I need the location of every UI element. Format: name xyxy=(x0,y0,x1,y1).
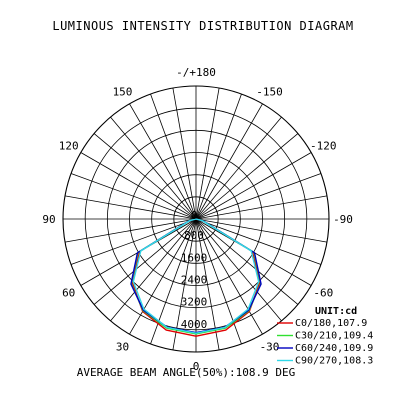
grid-spoke xyxy=(195,218,220,351)
angle-tick-label: -60 xyxy=(313,287,333,300)
radial-tick-label: 2400 xyxy=(181,274,208,287)
series-layer xyxy=(130,218,262,337)
chart-title: LUMINOUS INTENSITY DISTRIBUTION DIAGRAM xyxy=(52,19,353,33)
unit-label: UNIT:cd xyxy=(315,306,357,317)
angle-tick-label: 30 xyxy=(116,340,129,353)
grid-spoke xyxy=(80,152,197,220)
footer-text: AVERAGE BEAM ANGLE(50%):108.9 DEG xyxy=(77,366,296,379)
series-curve xyxy=(132,218,260,334)
grid-spoke xyxy=(195,195,328,220)
grid-spoke xyxy=(64,195,197,220)
grid-spoke xyxy=(195,93,242,220)
grid-spoke xyxy=(110,218,197,322)
grid-spoke xyxy=(195,218,322,265)
grid-spoke xyxy=(150,93,197,220)
grid-spoke xyxy=(70,173,197,220)
angle-tick-label: 0 xyxy=(193,360,200,373)
grid-spoke xyxy=(195,116,282,220)
grid-spoke xyxy=(195,173,322,220)
angle-tick-label: -/+180 xyxy=(176,66,216,79)
grid-spoke xyxy=(195,152,312,220)
grid-spoke xyxy=(195,133,299,220)
grid-spoke xyxy=(93,133,197,220)
grid-spoke xyxy=(172,218,197,351)
legend-label: C30/210,109.4 xyxy=(295,331,373,342)
legend-label: C90/270,108.3 xyxy=(295,356,373,367)
angle-tick-label: 60 xyxy=(62,287,75,300)
angle-tick-label: 120 xyxy=(59,140,79,153)
grid-spoke xyxy=(195,87,220,220)
angle-tick-label: 150 xyxy=(113,86,133,99)
angle-tick-label: -120 xyxy=(310,140,337,153)
grid-spoke xyxy=(195,218,299,305)
polar-grid xyxy=(62,85,330,353)
legend-label: C0/180,107.9 xyxy=(295,318,367,329)
grid-spoke xyxy=(93,218,197,305)
grid-spoke xyxy=(129,103,197,220)
grid-spoke xyxy=(172,87,197,220)
angle-tick-labels: -/+180 150 120 90 60 30 0 -30 -60 -90 -120 -150 xyxy=(42,66,353,373)
grid-spoke xyxy=(195,218,263,335)
radial-tick-label: 4000 xyxy=(181,318,208,331)
angle-tick-label: -30 xyxy=(260,340,280,353)
angle-tick-label: 90 xyxy=(42,213,55,226)
radial-tick-label: 800 xyxy=(184,229,204,242)
radial-tick-label: 1600 xyxy=(181,251,208,264)
angle-tick-label: -90 xyxy=(333,213,353,226)
angle-tick-label: -150 xyxy=(256,86,283,99)
grid-spoke xyxy=(64,218,197,243)
grid-spoke xyxy=(195,103,263,220)
grid-spoke xyxy=(129,218,197,335)
grid-spoke xyxy=(70,218,197,265)
grid-spoke xyxy=(195,218,328,243)
radial-tick-labels: 0 800 1600 2400 3200 4000 xyxy=(181,209,208,331)
radial-tick-label: 3200 xyxy=(181,296,208,309)
legend-label: C60/240,109.9 xyxy=(295,343,373,354)
grid-spoke xyxy=(110,116,197,220)
radial-tick-label: 0 xyxy=(191,209,198,222)
grid-spoke xyxy=(195,218,282,322)
